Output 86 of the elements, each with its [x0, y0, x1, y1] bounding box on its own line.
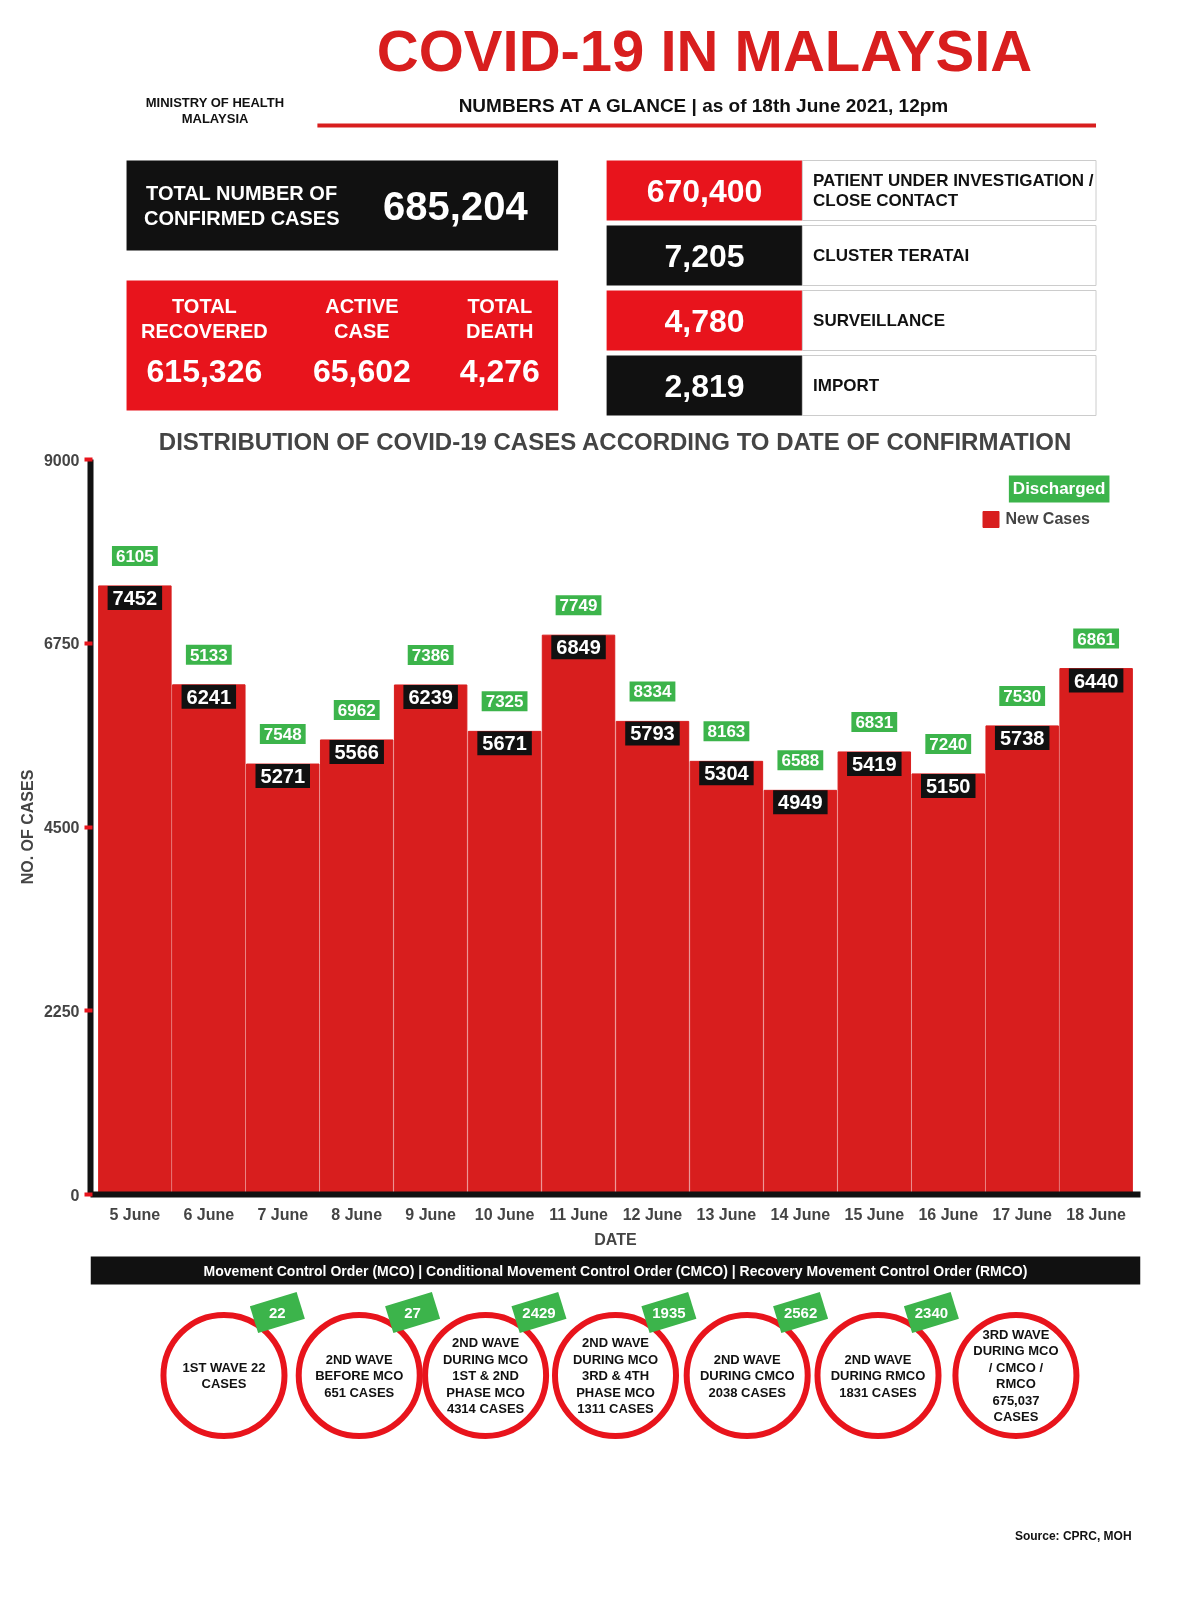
text: 1ST WAVE 22 CASES [182, 1359, 266, 1392]
x-tick-label: 14 June [770, 1205, 831, 1223]
data-label: 5671 [482, 732, 527, 755]
annotation: Discharged [1012, 479, 1106, 499]
text: MINISTRY OF HEALTH MALAYSIA [145, 94, 285, 127]
text: TOTAL NUMBER OF CONFIRMED CASES [143, 182, 340, 229]
text: 2ND WAVE DURING MCO 3RD & 4TH PHASE MCO 1311 CASES [572, 1335, 659, 1416]
data-label: 6849 [556, 636, 601, 659]
annotation: 7386 [411, 645, 450, 665]
x-tick-label: 6 June [183, 1205, 235, 1223]
text: 2ND WAVE DURING RMCO 1831 CASES [830, 1351, 926, 1400]
text: NUMBERS AT A GLANCE | as of 18th June 2021, 12pm [458, 95, 949, 116]
text: 2429 [522, 1303, 556, 1321]
text: CLUSTER TERATAI [813, 246, 970, 265]
data-label: 5150 [926, 774, 971, 797]
x-axis-title: DATE [594, 1230, 638, 1248]
text: SURVEILLANCE [813, 311, 945, 330]
text: 2ND WAVE DURING CMCO 2038 CASES [699, 1351, 795, 1400]
data-label: 6440 [1073, 669, 1119, 692]
text: 615,326 [146, 352, 263, 389]
data-label: 5738 [999, 726, 1045, 749]
annotation: 6105 [115, 546, 154, 566]
text: 65,602 [312, 352, 411, 389]
annotation: 6588 [781, 751, 820, 771]
annotation: 7548 [263, 725, 302, 745]
annotation: 8163 [707, 722, 746, 742]
annotation: 7325 [485, 692, 524, 712]
annotation: 6962 [337, 700, 376, 720]
text: 2ND WAVE BEFORE MCO 651 CASES [315, 1351, 404, 1400]
text: 670,400 [646, 172, 763, 209]
data-label: 5419 [852, 752, 897, 775]
x-tick-label: 9 June [405, 1205, 457, 1223]
text: 4,780 [664, 302, 745, 339]
annotation: 5133 [189, 645, 228, 665]
legend-label: New Cases [1005, 510, 1090, 528]
data-label: 5271 [260, 765, 306, 788]
text: 3RD WAVE DURING MCO / CMCO / RMCO 675,037 CASES [973, 1326, 1059, 1425]
y-tick-label: 2250 [43, 1002, 80, 1020]
x-tick-label: 16 June [918, 1205, 979, 1223]
y-tick-label: 9000 [43, 451, 80, 469]
source-note: Source: CPRC, MOH [1014, 1528, 1132, 1543]
annotation: 7240 [929, 734, 968, 754]
x-tick-label: 17 June [992, 1205, 1053, 1223]
x-tick-label: 11 June [549, 1205, 608, 1223]
text: 7,205 [664, 237, 745, 274]
data-label: 6241 [186, 685, 232, 708]
data-label: 5793 [630, 722, 675, 745]
text: ACTIVE CASE [325, 295, 399, 342]
y-tick-label: 4500 [43, 819, 80, 836]
data-label: 5566 [334, 740, 379, 763]
text: Movement Control Order (MCO) | Conditional Movement Control Order (CMCO) | Recovery Movement Control Order (RMCO) [203, 1262, 1028, 1279]
x-tick-label: 10 June [474, 1205, 535, 1223]
text: 4,276 [459, 352, 540, 389]
annotation: 7749 [559, 596, 598, 616]
y-axis-title: NO. OF CASES [18, 769, 36, 885]
chart-title: DISTRIBUTION OF COVID-19 CASES ACCORDING TO DATE OF CONFIRMATION [158, 427, 1072, 455]
text: 22 [269, 1303, 286, 1321]
text: 1935 [652, 1303, 686, 1321]
text: 2340 [914, 1303, 949, 1321]
data-label: 7452 [112, 586, 158, 609]
text: PATIENT UNDER INVESTIGATION / CLOSE CONTACT [813, 170, 1094, 211]
y-tick-label: 0 [70, 1186, 80, 1204]
data-label: 4949 [778, 791, 823, 814]
text: 2,819 [664, 367, 745, 404]
data-label: 5304 [704, 762, 750, 785]
x-tick-label: 15 June [844, 1205, 905, 1223]
y-tick-label: 6750 [43, 635, 80, 653]
x-tick-label: 12 June [622, 1205, 683, 1223]
x-tick-label: 13 June [696, 1205, 757, 1223]
text: TOTAL DEATH [466, 295, 534, 342]
annotation: 7530 [1003, 686, 1042, 706]
text: TOTAL RECOVERED [141, 295, 268, 342]
x-tick-label: 7 June [257, 1205, 309, 1223]
annotation: 6861 [1077, 629, 1116, 649]
annotation: 6831 [855, 712, 894, 732]
text: COVID-19 IN MALAYSIA [376, 18, 1033, 83]
text: 2562 [783, 1303, 818, 1321]
text: 685,204 [383, 183, 529, 228]
text: 27 [404, 1303, 421, 1321]
x-tick-label: 18 June [1066, 1205, 1127, 1223]
x-tick-label: 8 June [331, 1205, 383, 1223]
annotation: 8334 [633, 682, 672, 702]
text: IMPORT [813, 376, 880, 395]
text: 2ND WAVE DURING MCO 1ST & 2ND PHASE MCO 4314 CASES [442, 1335, 529, 1416]
data-label: 6239 [408, 685, 453, 708]
x-tick-label: 5 June [109, 1205, 161, 1223]
